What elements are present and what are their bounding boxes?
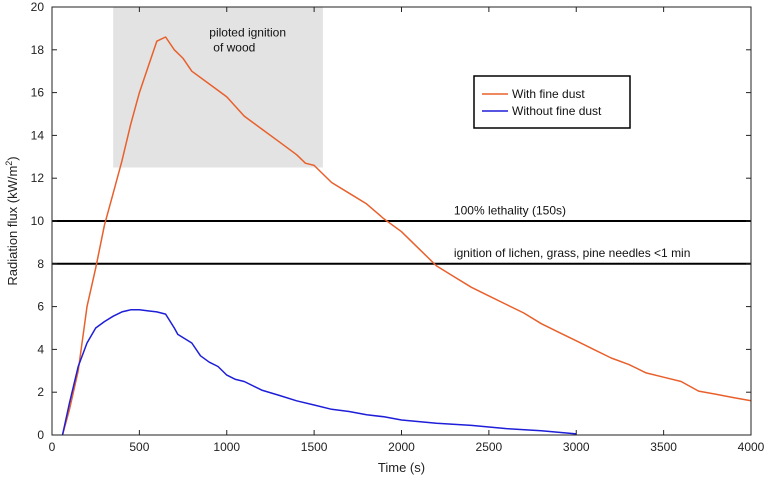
y-tick-label: 20 [31,0,45,14]
y-tick-label: 16 [31,86,45,100]
y-axis-title-close: ) [5,156,20,160]
y-tick-label: 12 [31,171,45,185]
x-tick-label: 2500 [476,440,503,454]
x-tick-label: 500 [129,440,149,454]
y-tick-label: 2 [37,385,44,399]
x-tick-label: 1000 [213,440,240,454]
x-tick-label: 3000 [563,440,590,454]
threshold-label-0: 100% lethality (150s) [454,203,566,217]
shaded-label-line-0: piloted ignition [209,26,286,40]
legend: With fine dust Without fine dust [473,75,631,129]
x-tick-label: 2000 [388,440,415,454]
y-tick-label: 8 [37,257,44,271]
y-axis-title-main: Radiation flux (kW/m [5,166,20,286]
y-axis-title-superscript: 2 [4,161,14,166]
legend-label-1: Without fine dust [512,104,602,118]
x-axis-title: Time (s) [378,460,425,475]
legend-label-0: With fine dust [512,87,585,101]
y-tick-label: 4 [37,342,44,356]
series-lines [61,36,752,436]
legend-box [473,75,631,129]
x-tick-label: 0 [49,440,56,454]
x-axis-ticks: 0 500 1000 1500 2000 2500 3000 3500 4000 [49,7,765,454]
x-tick-label: 3500 [650,440,677,454]
y-axis-title: Radiation flux (kW/m2) [4,156,20,285]
threshold-label-1: ignition of lichen, grass, pine needles … [454,246,690,260]
series-line-0 [61,36,752,436]
y-tick-label: 14 [31,128,45,142]
y-tick-label: 6 [37,300,44,314]
series-line-1 [61,309,577,436]
annotations: 100% lethality (150s) ignition of lichen,… [209,26,690,260]
threshold-lines [52,220,751,265]
shaded-region-piloted-ignition [113,7,323,168]
y-tick-label: 0 [37,428,44,442]
x-tick-label: 4000 [738,440,765,454]
x-tick-label: 1500 [301,440,328,454]
y-tick-label: 18 [31,43,45,57]
y-tick-label: 10 [31,214,45,228]
shaded-label-line-1: of wood [213,41,255,55]
y-axis-ticks: 0 2 4 6 8 10 12 14 16 18 20 [31,0,751,442]
